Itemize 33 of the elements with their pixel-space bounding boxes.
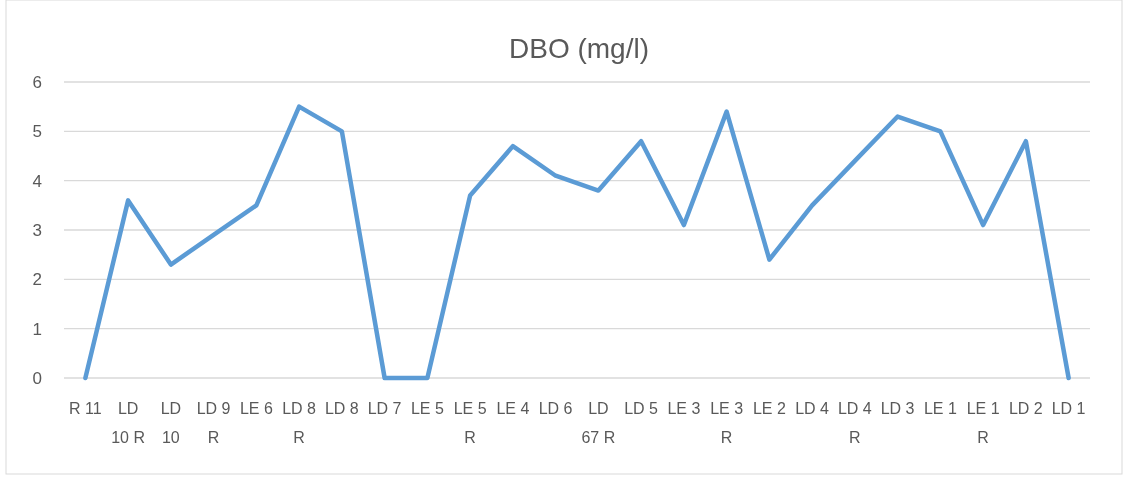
chart-title: DBO (mg/l)	[509, 33, 649, 64]
x-tick-label: LE 3 R	[710, 400, 744, 446]
x-tick-label: R 11	[69, 400, 102, 417]
x-tick-label: LD 67 R	[581, 400, 616, 446]
x-tick-label: LE 1 R	[966, 400, 1000, 446]
x-tick-label: LD 4 R	[837, 400, 872, 446]
x-tick-label: LD 7	[367, 400, 402, 417]
x-tick-label: LD 4	[795, 400, 830, 417]
y-tick-label: 5	[32, 122, 42, 142]
x-tick-label: LE 4	[496, 400, 530, 417]
x-tick-label: LE 3	[667, 400, 701, 417]
y-tick-label: 6	[32, 72, 42, 92]
x-tick-label: LE 5 R	[453, 400, 487, 446]
y-tick-label: 1	[32, 319, 42, 339]
x-tick-label: LD 6	[538, 400, 573, 417]
x-tick-label: LE 1	[923, 400, 957, 417]
x-tick-label: LD 10	[160, 400, 182, 446]
y-tick-label: 3	[32, 220, 42, 240]
x-tick-label: LD 5	[624, 400, 659, 417]
x-tick-label: LD 10 R	[111, 400, 146, 446]
y-tick-label: 0	[32, 368, 42, 388]
x-tick-label: LD 2	[1008, 400, 1043, 417]
x-tick-label: LD 9 R	[196, 400, 231, 446]
x-tick-label: LD 3	[880, 400, 915, 417]
x-tick-label: LE 6	[239, 400, 273, 417]
line-series	[83, 104, 1071, 381]
x-tick-label: LD 8	[324, 400, 359, 417]
y-tick-label: 4	[32, 171, 42, 191]
y-tick-label: 2	[32, 270, 42, 290]
x-tick-label: LE 5	[410, 400, 444, 417]
x-tick-label: LD 1	[1051, 400, 1086, 417]
x-tick-label: LE 2	[752, 400, 786, 417]
x-tick-label: LD 8 R	[282, 400, 317, 446]
